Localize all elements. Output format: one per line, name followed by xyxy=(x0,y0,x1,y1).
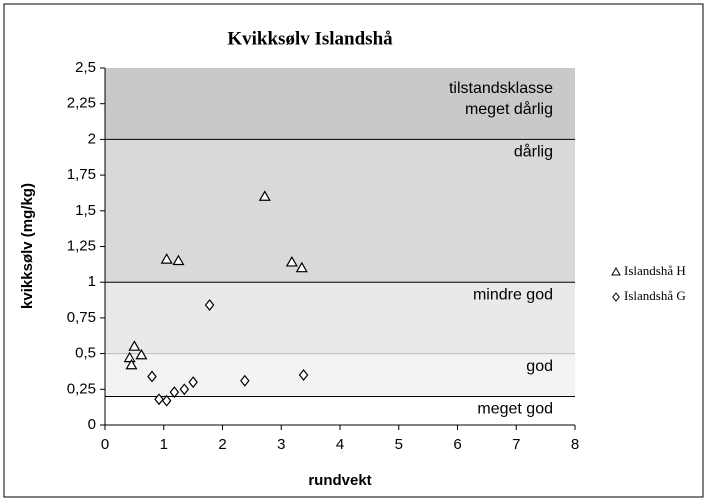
x-tick-label: 8 xyxy=(571,436,579,453)
legend-label: Islandshå H xyxy=(624,263,686,278)
x-tick-label: 2 xyxy=(218,436,226,453)
x-tick-label: 5 xyxy=(395,436,403,453)
data-point xyxy=(240,374,250,387)
band-label: meget god xyxy=(477,401,553,418)
data-point xyxy=(295,261,308,273)
x-tick-label: 4 xyxy=(336,436,344,453)
y-tick-label: 2,5 xyxy=(75,59,96,76)
y-tick-label: 2 xyxy=(88,130,96,147)
data-point xyxy=(125,358,138,370)
data-point xyxy=(169,386,180,399)
class-band xyxy=(105,68,575,140)
x-tick-label: 3 xyxy=(277,436,285,453)
y-tick-label: 1,5 xyxy=(75,202,96,219)
class-band xyxy=(105,139,575,283)
y-tick-label: 0,25 xyxy=(67,380,96,397)
x-tick-label: 6 xyxy=(453,436,461,453)
y-axis-label: kvikksølv (mg/kg) xyxy=(19,183,36,309)
y-tick-label: 0 xyxy=(88,416,96,433)
y-tick-label: 1 xyxy=(88,273,96,290)
data-point xyxy=(258,190,271,201)
class-band xyxy=(105,282,575,354)
data-point xyxy=(172,254,185,266)
data-point xyxy=(160,253,173,264)
legend-label: Islandshå G xyxy=(624,288,686,303)
x-axis-label: rundvekt xyxy=(308,472,371,489)
y-tick-label: 0,5 xyxy=(75,345,96,362)
data-point xyxy=(135,348,148,360)
data-point xyxy=(285,255,298,267)
band-label: meget dårlig xyxy=(465,100,553,118)
data-point xyxy=(154,393,164,406)
data-point xyxy=(128,340,141,351)
data-point xyxy=(298,369,309,381)
x-tick-label: 7 xyxy=(512,436,520,453)
y-tick-label: 0,75 xyxy=(67,309,96,326)
band-label: god xyxy=(526,358,553,375)
band-title: tilstandsklasse xyxy=(449,80,553,97)
x-tick-label: 1 xyxy=(160,436,168,453)
class-band xyxy=(105,396,575,425)
data-point xyxy=(161,394,172,407)
data-point xyxy=(188,376,198,389)
y-tick-label: 2,25 xyxy=(67,95,96,112)
data-point xyxy=(179,383,190,396)
legend-symbol xyxy=(612,292,620,302)
band-label: dårlig xyxy=(514,143,553,161)
chart-title: Kvikksølv Islandshå xyxy=(227,28,393,49)
y-tick-label: 1,25 xyxy=(67,237,96,254)
y-tick-label: 1,75 xyxy=(67,166,96,183)
band-label: mindre god xyxy=(473,286,553,303)
data-point xyxy=(204,299,215,312)
data-point xyxy=(123,351,136,363)
x-tick-label: 0 xyxy=(101,436,109,453)
data-point xyxy=(147,370,157,383)
legend-symbol xyxy=(611,266,621,276)
